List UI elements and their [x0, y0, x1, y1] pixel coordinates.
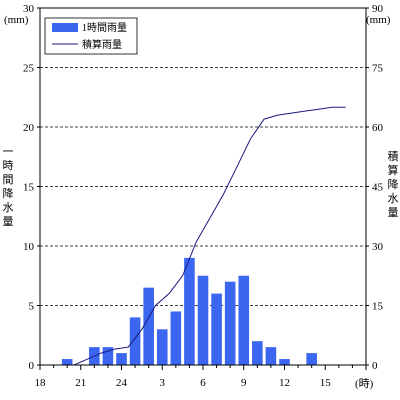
legend-line-label: 積算雨量 — [82, 38, 122, 51]
bar — [306, 353, 317, 365]
right-tick-label: 90 — [372, 3, 384, 15]
right-tick-label: 45 — [372, 182, 384, 194]
right-axis-unit: (mm) — [366, 14, 391, 26]
left-axis-label-char: 量 — [3, 215, 14, 228]
right-axis-label-char: 算 — [388, 163, 399, 177]
legend-bar-swatch — [52, 23, 78, 32]
bar — [252, 341, 263, 365]
legend-bar-label: 1時間雨量 — [82, 22, 127, 34]
x-tick-label: 12 — [279, 377, 290, 389]
bar — [238, 275, 250, 365]
bar — [170, 311, 182, 365]
bar — [116, 353, 127, 365]
left-axis-unit: (mm) — [4, 14, 29, 26]
bar — [143, 287, 154, 365]
x-axis-unit: (時) — [355, 377, 374, 390]
x-tick-labels: 18 21 24 3 6 9 12 15 — [35, 377, 332, 389]
bar — [197, 275, 209, 365]
right-axis-label-char: 水 — [388, 192, 399, 205]
left-tick-label: 15 — [23, 182, 35, 194]
axes — [37, 7, 369, 370]
line-series — [46, 106, 346, 366]
x-tick-label: 9 — [241, 377, 247, 389]
left-tick-label: 10 — [23, 241, 35, 253]
left-axis-label-char: 降 — [3, 186, 14, 200]
right-tick-label: 0 — [372, 360, 378, 372]
left-axis-label-char: 時 — [3, 159, 14, 172]
bar — [61, 359, 73, 365]
left-axis-label-char: 間 — [3, 173, 14, 186]
right-axis-label-char: 積 — [388, 149, 399, 163]
bar — [102, 347, 114, 365]
x-tick-label: 21 — [75, 377, 86, 389]
cumulative-line — [46, 106, 346, 366]
bar — [211, 293, 222, 365]
x-tick-label: 6 — [200, 377, 206, 389]
grid-lines — [40, 67, 366, 306]
left-axis-label-char: 一 — [3, 146, 14, 158]
left-tick-label: 20 — [23, 122, 35, 134]
x-tick-label: 3 — [160, 377, 166, 389]
left-tick-label: 0 — [29, 360, 35, 372]
x-tick-label: 15 — [320, 377, 332, 389]
right-tick-label: 15 — [372, 301, 384, 313]
right-axis-label-char: 量 — [388, 206, 399, 219]
left-tick-labels: 0 5 10 15 20 25 30 — [23, 3, 35, 372]
bar — [156, 329, 168, 365]
right-tick-label: 60 — [372, 122, 384, 134]
right-tick-label: 75 — [372, 63, 384, 75]
bar — [279, 359, 290, 365]
bar-series — [61, 257, 317, 365]
bar — [129, 317, 141, 365]
bar — [224, 281, 236, 365]
legend: 1時間雨量 積算雨量 — [44, 17, 138, 55]
right-axis-label-char: 降 — [388, 177, 399, 191]
bar — [184, 257, 195, 365]
x-tick-label: 24 — [116, 377, 128, 389]
x-tick-label: 18 — [35, 377, 47, 389]
left-tick-label: 30 — [23, 3, 35, 15]
left-axis-label-char: 水 — [3, 201, 14, 214]
left-tick-label: 25 — [23, 63, 35, 75]
left-tick-label: 5 — [29, 301, 35, 313]
bar — [265, 347, 277, 365]
right-tick-label: 30 — [372, 241, 384, 253]
right-tick-labels: 0 15 30 45 60 75 90 — [372, 3, 384, 372]
